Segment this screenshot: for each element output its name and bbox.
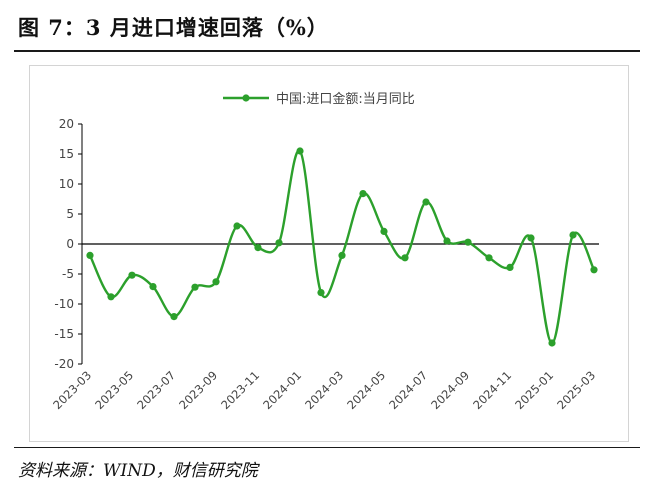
data-point [380, 227, 388, 235]
figure-title: 图 7：3 月进口增速回落（%） [18, 15, 329, 40]
data-point [422, 198, 430, 206]
y-tick-label: 15 [59, 147, 74, 161]
data-point [527, 234, 535, 242]
x-tick-label: 2024-03 [302, 368, 346, 412]
y-tick-label: -20 [54, 357, 74, 371]
data-point [128, 271, 136, 279]
y-tick-label: 0 [66, 237, 74, 251]
data-point [212, 278, 220, 286]
data-point [401, 254, 409, 262]
data-point [317, 289, 325, 297]
data-point [359, 190, 367, 198]
data-point [275, 239, 283, 247]
x-tick-label: 2024-01 [260, 368, 304, 412]
x-tick-label: 2025-01 [512, 368, 556, 412]
data-point [485, 254, 493, 262]
series-line [88, 149, 596, 345]
data-point [191, 283, 199, 291]
x-tick-label: 2023-11 [218, 368, 262, 412]
data-point [149, 283, 157, 291]
legend-marker [242, 94, 250, 102]
data-point [590, 266, 598, 274]
x-tick-label: 2023-03 [50, 368, 94, 412]
data-point [86, 251, 94, 259]
data-point [548, 339, 556, 347]
legend-label: 中国:进口金额:当月同比 [276, 91, 415, 107]
data-point [233, 222, 241, 230]
data-point [338, 251, 346, 259]
x-tick-label: 2024-07 [386, 368, 430, 412]
data-point [254, 244, 262, 252]
data-point [569, 231, 577, 239]
title-rule [14, 50, 640, 52]
line-chart: 20 15 10 5 0 -5 -10 -15 -202023-032023-052023-07… [50, 91, 599, 412]
x-tick-label: 2024-09 [428, 368, 472, 412]
y-tick-label: 5 [66, 207, 74, 221]
y-tick-label: 10 [59, 177, 74, 191]
x-tick-label: 2023-09 [176, 368, 220, 412]
x-tick-label: 2025-03 [554, 368, 598, 412]
x-tick-label: 2023-07 [134, 368, 178, 412]
data-point [107, 293, 115, 301]
data-point [464, 238, 472, 246]
data-point [443, 237, 451, 245]
data-point [170, 313, 178, 321]
x-tick-label: 2023-05 [92, 368, 136, 412]
x-tick-label: 2024-11 [470, 368, 514, 412]
data-point [296, 147, 304, 155]
x-tick-label: 2024-05 [344, 368, 388, 412]
source-rule [14, 447, 640, 448]
y-tick-label: -10 [54, 297, 74, 311]
source-note: 资料来源：WIND，财信研究院 [18, 461, 258, 481]
y-tick-label: -15 [54, 327, 74, 341]
y-tick-label: -5 [62, 267, 74, 281]
y-tick-label: 20 [59, 117, 74, 131]
chart-frame: 20 15 10 5 0 -5 -10 -15 -20 2023-03 2023-05 2023-07… [29, 65, 629, 442]
data-point [506, 263, 514, 271]
